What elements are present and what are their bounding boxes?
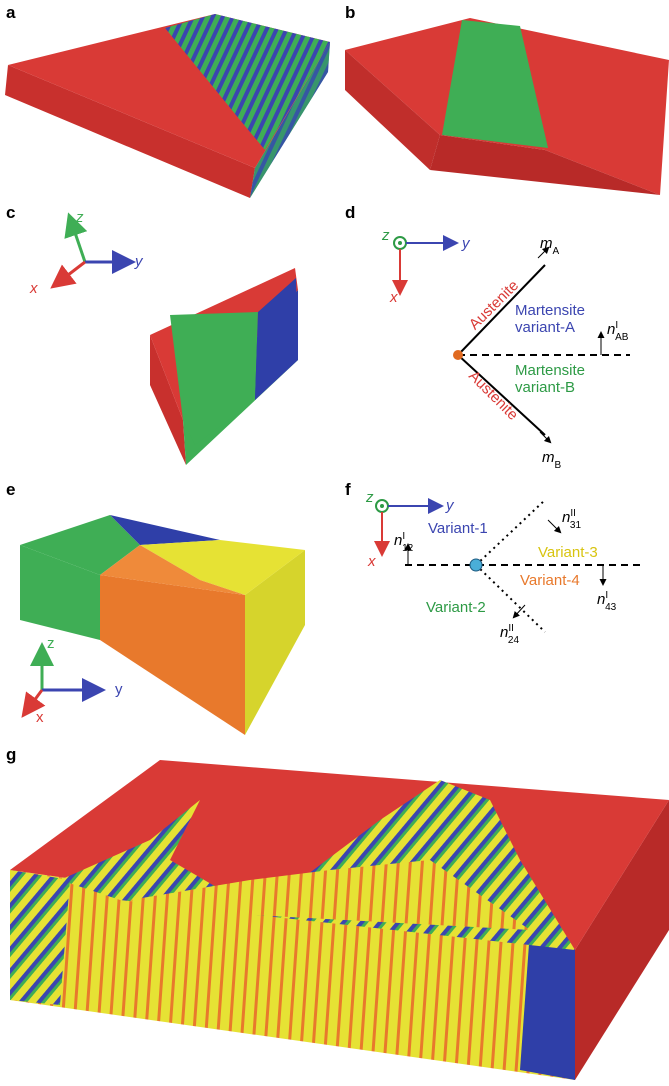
panel-label: a — [6, 3, 16, 22]
axis-out — [398, 241, 402, 245]
figure: a b c z y x d z y x mA Austenite Martens… — [0, 0, 669, 1086]
annotation: Martensite — [515, 302, 585, 319]
panel-b: b — [345, 3, 669, 195]
subscript: 12 — [402, 543, 414, 554]
superscript: I — [615, 320, 618, 331]
axis-arrow — [55, 262, 85, 285]
annotation: variant-A — [515, 319, 575, 336]
symbol: n — [597, 591, 605, 608]
superscript: I — [605, 590, 608, 601]
axis-label: x — [36, 709, 44, 726]
annotation: variant-B — [515, 379, 575, 396]
annotation: Austenite — [466, 277, 522, 333]
panel-a: a — [5, 3, 330, 198]
annotation: Variant-1 — [428, 520, 488, 537]
axis-label: z — [365, 489, 374, 506]
subscript: A — [553, 246, 560, 257]
subscript: 24 — [508, 635, 520, 646]
subscript: AB — [615, 332, 629, 343]
annotation: mB — [542, 449, 562, 471]
normal-arrow — [548, 520, 560, 532]
axis-label: x — [367, 553, 376, 570]
panel-label: f — [345, 480, 351, 499]
axis-label: z — [75, 209, 84, 226]
axis-label: y — [461, 235, 471, 252]
subscript: B — [555, 460, 562, 471]
panel-label: g — [6, 745, 16, 764]
panel-c: c z y x — [6, 203, 298, 465]
junction — [470, 559, 482, 571]
symbol: m — [540, 235, 553, 252]
axis-label: x — [29, 280, 38, 297]
annotation: Austenite — [465, 367, 521, 423]
symbol: n — [394, 532, 402, 549]
superscript: I — [402, 531, 405, 542]
axis-label: y — [115, 681, 123, 698]
subscript: 31 — [570, 520, 582, 531]
panel-label: d — [345, 203, 355, 222]
axis-label: z — [381, 227, 390, 244]
block-face — [100, 575, 245, 735]
annotation: Variant-3 — [538, 544, 598, 561]
junction — [453, 350, 463, 360]
panel-e: e z y x — [6, 480, 305, 735]
axis-label: y — [445, 497, 455, 514]
block-face — [10, 870, 70, 1005]
superscript: II — [570, 508, 576, 519]
subscript: 43 — [605, 602, 617, 613]
symbol: n — [607, 321, 615, 338]
annotation: Martensite — [515, 362, 585, 379]
panel-label: b — [345, 3, 355, 22]
axis-label: y — [134, 253, 144, 270]
symbol: m — [542, 449, 555, 466]
axis-out — [380, 504, 384, 508]
annotation: Variant-2 — [426, 599, 486, 616]
panel-label: e — [6, 480, 15, 499]
axis-label: z — [47, 635, 55, 652]
panel-g: g — [6, 745, 669, 1080]
panel-label: c — [6, 203, 15, 222]
normal-arrow — [540, 432, 550, 442]
superscript: II — [508, 623, 514, 634]
axis-label: x — [389, 289, 398, 306]
annotation: Variant-4 — [520, 572, 580, 589]
panel-d: d z y x mA Austenite Martensite variant-… — [345, 203, 630, 471]
